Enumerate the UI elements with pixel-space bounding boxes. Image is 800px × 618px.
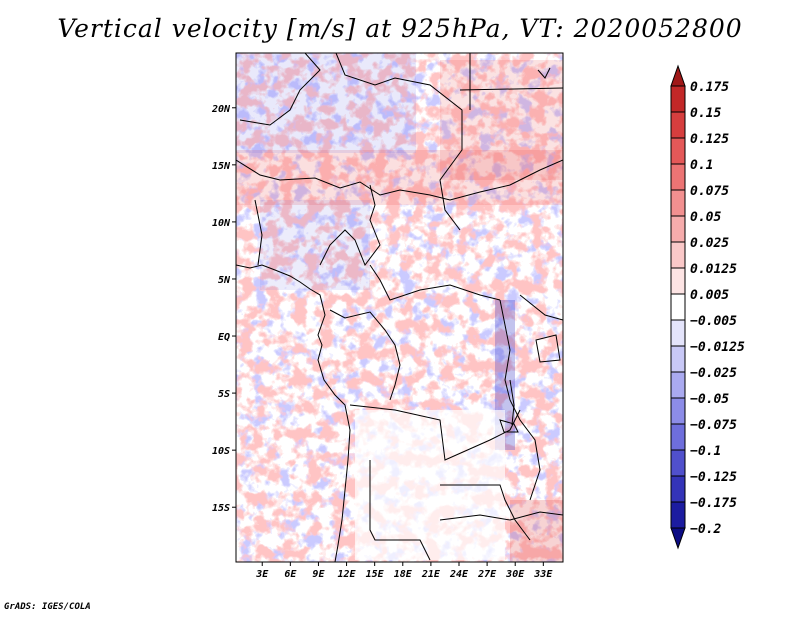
colorbar-bin xyxy=(670,163,686,191)
colorbar-bin xyxy=(670,475,686,503)
x-tick-label: 24E xyxy=(449,569,469,580)
y-tick-label: 20N xyxy=(211,104,231,115)
colorbar: 0.175 0.15 0.125 0.1 0.075 0.05 0.025 0.0125 0.0… xyxy=(670,64,745,550)
plot-frame xyxy=(235,52,564,563)
colorbar-label: −0.005 xyxy=(690,314,737,329)
colorbar-bin xyxy=(670,215,686,243)
colorbar-bin xyxy=(670,241,686,269)
x-tick-label: 33E xyxy=(533,569,553,580)
colorbar-label: −0.1 xyxy=(690,444,721,459)
sahel-red-band xyxy=(236,150,563,205)
colorbar-label: −0.05 xyxy=(690,392,729,407)
colorbar-bin xyxy=(670,371,686,399)
colorbar-label: −0.0125 xyxy=(690,340,745,355)
y-tick-label: 15N xyxy=(212,161,231,172)
northeast-red-zone xyxy=(440,60,563,180)
colorbar-top-arrow xyxy=(670,64,686,87)
colorbar-bottom-arrow xyxy=(670,527,686,550)
x-axis: 3E 6E 9E 12E 15E 18E 21E 24E 27E 30E 33E xyxy=(255,562,553,580)
colorbar-label: 0.15 xyxy=(690,106,721,121)
velocity-field xyxy=(236,53,563,562)
southeast-red-zone xyxy=(510,500,563,562)
colorbar-bin xyxy=(670,319,686,347)
colorbar-label: 0.1 xyxy=(690,158,713,173)
colorbar-label: 0.175 xyxy=(690,80,729,95)
colorbar-bin xyxy=(670,293,686,321)
colorbar-label: 0.125 xyxy=(690,132,729,147)
grads-credit: GrADS: IGES/COLA xyxy=(4,602,91,612)
y-tick-label: 15S xyxy=(212,503,230,514)
y-tick-label: 10S xyxy=(212,446,230,457)
central-blue-zone xyxy=(260,200,370,290)
colorbar-label: −0.025 xyxy=(690,366,737,381)
colorbar-label: −0.125 xyxy=(690,470,737,485)
colorbar-bin xyxy=(670,423,686,451)
colorbar-bin xyxy=(670,111,686,139)
chart-title: Vertical velocity [m/s] at 925hPa, VT: 2… xyxy=(57,14,743,43)
x-tick-label: 12E xyxy=(338,569,357,580)
y-tick-label: EQ xyxy=(218,332,230,343)
x-tick-label: 27E xyxy=(477,569,497,580)
colorbar-label: −0.075 xyxy=(690,418,737,433)
colorbar-bin xyxy=(670,345,686,373)
colorbar-label: 0.0125 xyxy=(690,262,737,277)
colorbar-bin xyxy=(670,137,686,165)
country-borders xyxy=(236,53,563,562)
x-tick-label: 18E xyxy=(394,569,413,580)
colorbar-label: −0.2 xyxy=(690,522,721,537)
y-tick-label: 5S xyxy=(218,389,230,400)
y-tick-label: 5N xyxy=(218,275,231,286)
colorbar-bin xyxy=(670,267,686,295)
colorbar-bin xyxy=(670,449,686,477)
colorbar-label: 0.075 xyxy=(690,184,729,199)
y-axis: 20N 15N 10N 5N EQ 5S 10S 15S xyxy=(211,104,236,514)
colorbar-label: 0.025 xyxy=(690,236,729,251)
x-tick-label: 15E xyxy=(366,569,385,580)
x-tick-label: 9E xyxy=(312,569,325,580)
colorbar-bin xyxy=(670,189,686,217)
colorbar-label: 0.005 xyxy=(690,288,729,303)
x-tick-label: 3E xyxy=(255,569,269,580)
northwest-blue-zone xyxy=(236,53,416,153)
colorbar-bin xyxy=(670,501,686,529)
x-tick-label: 6E xyxy=(284,569,297,580)
x-tick-label: 21E xyxy=(421,569,441,580)
colorbar-bin xyxy=(670,397,686,425)
colorbar-label: 0.05 xyxy=(690,210,721,225)
x-tick-label: 30E xyxy=(505,569,525,580)
colorbar-bin xyxy=(670,85,686,113)
colorbar-label: −0.175 xyxy=(690,496,737,511)
y-tick-label: 10N xyxy=(212,218,231,229)
